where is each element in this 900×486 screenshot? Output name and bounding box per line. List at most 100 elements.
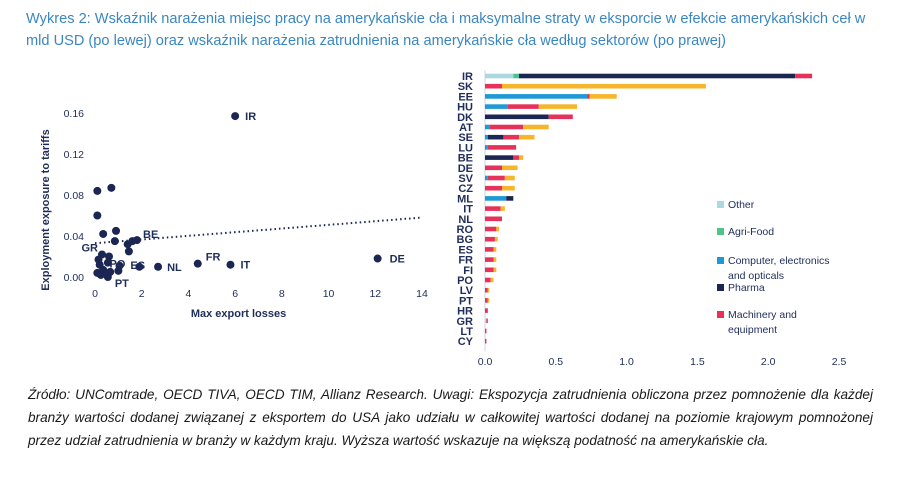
bar-segment [485, 83, 502, 89]
legend-label: Computer, electronics and opticals [728, 255, 830, 282]
bar-segment [485, 318, 487, 324]
point-label: NL [167, 262, 182, 274]
category-label: BG [457, 234, 474, 246]
bar-segment [501, 83, 706, 89]
bar-segment [501, 185, 515, 191]
bar-segment [523, 124, 549, 130]
x-tick-label: 0.5 [548, 356, 563, 368]
bar-segment [538, 104, 578, 109]
bar-segment [485, 165, 502, 171]
x-tick-label: 8 [279, 288, 285, 300]
bar-segment [485, 277, 491, 283]
category-label: SE [458, 132, 473, 144]
bar-segment [485, 328, 487, 334]
bar-segment [487, 287, 490, 293]
bar-segment [493, 257, 497, 262]
point-label: FR [206, 252, 221, 264]
data-point [93, 211, 102, 220]
x-tick-label: 4 [186, 288, 192, 300]
bar-segment [485, 124, 490, 130]
category-label: AT [459, 122, 473, 134]
bar-segment [485, 216, 502, 222]
bar-segment [485, 267, 494, 273]
bar-segment [513, 73, 519, 79]
bar-segment [485, 206, 501, 211]
legend-label-line: Machinery and [728, 309, 797, 321]
category-label: RO [457, 224, 474, 236]
bar-segment [503, 134, 519, 140]
legend-label: Pharma [728, 282, 765, 294]
stacked-bar-chart: IRSKEEHUDKATSELUBEDESVCZMLITNLROBGESFRFI… [457, 70, 846, 368]
data-point [231, 112, 240, 121]
category-label: SV [458, 173, 473, 185]
category-label: BE [458, 153, 473, 165]
bar-segment [586, 94, 590, 99]
bar-segment [485, 338, 487, 344]
data-point [110, 237, 119, 246]
bar-segment [485, 145, 488, 150]
category-label: FR [458, 255, 473, 267]
bar-segment [518, 155, 524, 160]
category-label: EE [458, 91, 473, 103]
category-label: DE [458, 163, 473, 175]
bar-segment [485, 73, 514, 79]
legend-swatch [717, 228, 724, 235]
y-tick-label: 0.04 [64, 231, 85, 243]
bar-segment [513, 155, 519, 160]
x-tick-label: 1.0 [619, 356, 634, 368]
chart-title: Wykres 2: Wskaźnik narażenia miejsc prac… [26, 11, 866, 49]
category-label: LT [460, 326, 473, 338]
category-label: DK [457, 112, 473, 124]
point-label: PT [115, 278, 129, 290]
legend-swatch [717, 257, 724, 264]
legend-swatch [717, 201, 724, 208]
scatter-chart: 0.00 0.04 0.08 0.12 0.16 0 2 4 6 8 10 12 14 Max expor… [40, 108, 428, 320]
category-label: IT [463, 204, 473, 216]
bar-segment [485, 185, 502, 191]
bar-segment [493, 267, 497, 273]
category-label: PO [457, 275, 473, 287]
bar-segment [589, 94, 617, 99]
bar-segment [494, 236, 498, 242]
bar-segment [506, 196, 514, 201]
category-label: NL [458, 214, 473, 226]
point-label: DE [390, 254, 405, 266]
legend-swatch [717, 311, 724, 318]
category-label: SK [458, 81, 473, 93]
legend-swatch [717, 284, 724, 291]
bar-segment [485, 94, 587, 99]
y-tick-label: 0.00 [64, 272, 85, 284]
x-tick-label: 1.5 [690, 356, 705, 368]
data-point [99, 229, 108, 238]
bar-segment [500, 206, 505, 211]
category-label: PT [459, 295, 473, 307]
data-point [124, 247, 133, 256]
bar-segment [486, 318, 488, 324]
data-point [135, 262, 144, 271]
data-point [128, 237, 137, 246]
data-point [193, 259, 202, 268]
x-tick-label: 0.0 [478, 356, 493, 368]
source-note: Źródło: UNComtrade, OECD TIVA, OECD TIM,… [28, 387, 873, 448]
data-point [93, 186, 102, 195]
x-tick-label: 6 [232, 288, 238, 300]
x-tick-label: 12 [369, 288, 381, 300]
y-tick-label: 0.08 [64, 190, 85, 202]
x-tick-label: 2.0 [761, 356, 776, 368]
bar-segment [485, 104, 508, 109]
bar-segment [485, 175, 488, 181]
data-point [103, 258, 112, 267]
data-point [226, 260, 235, 269]
legend-label-line: equipment [728, 324, 777, 336]
category-label: HU [457, 102, 473, 114]
y-tick-label: 0.16 [64, 108, 85, 120]
bar-segment [485, 308, 488, 313]
legend-label: Agri-Food [728, 226, 774, 238]
x-tick-label: 10 [323, 288, 335, 300]
bar-segment [507, 104, 539, 109]
data-point [106, 267, 115, 276]
data-point [114, 266, 123, 275]
bar-segment [496, 226, 500, 232]
bar-segment [485, 247, 494, 252]
legend-label: Other [728, 199, 755, 211]
